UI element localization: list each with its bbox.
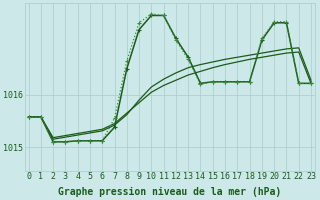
X-axis label: Graphe pression niveau de la mer (hPa): Graphe pression niveau de la mer (hPa) [58, 186, 281, 197]
